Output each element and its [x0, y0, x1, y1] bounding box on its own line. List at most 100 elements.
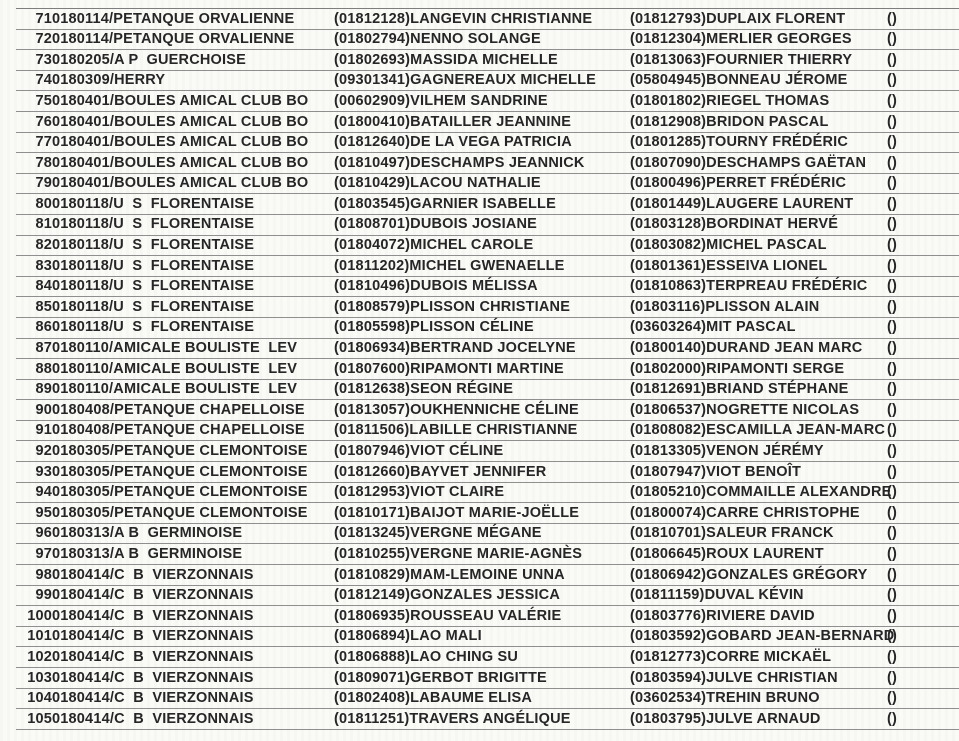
club-cell: 0180118/U S FLORENTAISE [52, 214, 334, 236]
row-number: 83 [16, 255, 52, 277]
empty-parens-cell: () [887, 605, 959, 627]
row-number: 75 [16, 90, 52, 112]
player2-cell: (03603264)MIT PASCAL [630, 317, 887, 339]
table-row: 84 0180118/U S FLORENTAISE (01810496)DUB… [16, 276, 959, 298]
club-cell: 0180305/PETANQUE CLEMONTOISE [52, 482, 334, 504]
empty-parens-cell: () [887, 626, 959, 648]
empty-parens-cell: () [887, 296, 959, 318]
empty-parens-cell: () [887, 276, 959, 298]
table-row: 101 0180414/C B VIERZONNAIS (01806894)LA… [16, 626, 959, 648]
player1-cell: (01800410)BATAILLER JEANNINE [334, 111, 630, 133]
player1-cell: (01812149)GONZALES JESSICA [334, 585, 630, 607]
empty-parens-cell: () [887, 585, 959, 607]
row-number: 81 [16, 214, 52, 236]
empty-parens-cell: () [887, 317, 959, 339]
table-row: 76 0180401/BOULES AMICAL CLUB BO (018004… [16, 111, 959, 133]
empty-parens-cell: () [887, 132, 959, 154]
player1-cell: (01802408)LABAUME ELISA [334, 688, 630, 710]
player2-cell: (01800140)DURAND JEAN MARC [630, 338, 887, 360]
player1-cell: (01811202)MICHEL GWENAELLE [334, 255, 630, 277]
table-row: 93 0180305/PETANQUE CLEMONTOISE (0181266… [16, 461, 959, 483]
table-row: 90 0180408/PETANQUE CHAPELLOISE (0181305… [16, 399, 959, 421]
table-row: 72 0180114/PETANQUE ORVALIENNE (01802794… [16, 29, 959, 51]
row-number: 73 [16, 49, 52, 71]
player2-cell: (01810701)SALEUR FRANCK [630, 523, 887, 545]
player1-cell: (09301341)GAGNEREAUX MICHELLE [334, 70, 630, 92]
club-cell: 0180118/U S FLORENTAISE [52, 235, 334, 257]
club-cell: 0180401/BOULES AMICAL CLUB BO [52, 152, 334, 174]
club-cell: 0180414/C B VIERZONNAIS [52, 688, 334, 710]
club-cell: 0180118/U S FLORENTAISE [52, 296, 334, 318]
empty-parens-cell: () [887, 440, 959, 463]
empty-parens-cell: () [887, 667, 959, 689]
player2-cell: (01803116)PLISSON ALAIN [630, 296, 887, 318]
empty-parens-cell: () [887, 193, 959, 215]
player2-cell: (01806537)NOGRETTE NICOLAS [630, 399, 887, 421]
club-cell: 0180414/C B VIERZONNAIS [52, 667, 334, 689]
row-number: 89 [16, 379, 52, 401]
player1-cell: (01808701)DUBOIS JOSIANE [334, 214, 630, 236]
row-number: 93 [16, 461, 52, 483]
player2-cell: (01812691)BRIAND STÉPHANE [630, 379, 887, 401]
row-number: 74 [16, 70, 52, 92]
table-row: 71 0180114/PETANQUE ORVALIENNE (01812128… [16, 8, 959, 30]
row-number: 99 [16, 585, 52, 607]
player1-cell: (01810829)MAM-LEMOINE UNNA [334, 564, 630, 586]
club-cell: 0180414/C B VIERZONNAIS [52, 585, 334, 607]
empty-parens-cell: () [887, 708, 959, 730]
club-cell: 0180414/C B VIERZONNAIS [52, 626, 334, 648]
player1-cell: (01805598)PLISSON CÉLINE [334, 317, 630, 339]
player1-cell: (01812640)DE LA VEGA PATRICIA [334, 132, 630, 154]
table-row: 77 0180401/BOULES AMICAL CLUB BO (018126… [16, 132, 959, 154]
table-row: 100 0180414/C B VIERZONNAIS (01806935)RO… [16, 605, 959, 627]
row-number: 76 [16, 111, 52, 133]
player1-cell: (01804072)MICHEL CAROLE [334, 235, 630, 257]
row-number: 101 [16, 626, 52, 648]
empty-parens-cell: () [887, 523, 959, 545]
table-row: 98 0180414/C B VIERZONNAIS (01810829)MAM… [16, 564, 959, 586]
player1-cell: (01802794)NENNO SOLANGE [334, 29, 630, 51]
player1-cell: (01813245)VERGNE MÉGANE [334, 523, 630, 545]
player2-cell: (01800074)CARRE CHRISTOPHE [630, 502, 887, 524]
player1-cell: (01806935)ROUSSEAU VALÉRIE [334, 605, 630, 627]
club-cell: 0180313/A B GERMINOISE [52, 523, 334, 545]
player1-cell: (01810171)BAIJOT MARIE-JOËLLE [334, 502, 630, 524]
player1-cell: (01813057)OUKHENNICHE CÉLINE [334, 399, 630, 421]
player2-cell: (01801361)ESSEIVA LIONEL [630, 255, 887, 277]
club-cell: 0180401/BOULES AMICAL CLUB BO [52, 132, 334, 154]
row-number: 95 [16, 502, 52, 524]
club-cell: 0180401/BOULES AMICAL CLUB BO [52, 111, 334, 133]
club-cell: 0180118/U S FLORENTAISE [52, 193, 334, 215]
player1-cell: (01807600)RIPAMONTI MARTINE [334, 358, 630, 380]
table-row: 85 0180118/U S FLORENTAISE (01808579)PLI… [16, 296, 959, 318]
row-number: 85 [16, 296, 52, 318]
player1-cell: (01803545)GARNIER ISABELLE [334, 193, 630, 215]
table-row: 74 0180309/HERRY (09301341)GAGNEREAUX MI… [16, 70, 959, 92]
player2-cell: (05804945)BONNEAU JÉROME [630, 70, 887, 92]
row-number: 102 [16, 646, 52, 668]
player1-cell: (01811506)LABILLE CHRISTIANNE [334, 420, 630, 442]
player2-cell: (01806645)ROUX LAURENT [630, 543, 887, 566]
empty-parens-cell: () [887, 379, 959, 401]
club-cell: 0180110/AMICALE BOULISTE LEV [52, 338, 334, 360]
player2-cell: (01802000)RIPAMONTI SERGE [630, 358, 887, 380]
player2-cell: (01807947)VIOT BENOÎT [630, 461, 887, 483]
row-number: 105 [16, 708, 52, 730]
club-cell: 0180114/PETANQUE ORVALIENNE [52, 8, 334, 30]
empty-parens-cell: () [887, 255, 959, 277]
player1-cell: (01810429)LACOU NATHALIE [334, 173, 630, 195]
empty-parens-cell: () [887, 564, 959, 586]
row-number: 87 [16, 338, 52, 360]
club-cell: 0180305/PETANQUE CLEMONTOISE [52, 440, 334, 463]
empty-parens-cell: () [887, 8, 959, 30]
club-cell: 0180114/PETANQUE ORVALIENNE [52, 29, 334, 51]
player2-cell: (01812793)DUPLAIX FLORENT [630, 8, 887, 30]
club-cell: 0180414/C B VIERZONNAIS [52, 605, 334, 627]
club-cell: 0180305/PETANQUE CLEMONTOISE [52, 502, 334, 524]
player2-cell: (01805210)COMMAILLE ALEXANDRE [630, 482, 891, 504]
player1-cell: (01806888)LAO CHING SU [334, 646, 630, 668]
empty-parens-cell: () [887, 646, 959, 668]
player1-cell: (01807946)VIOT CÉLINE [334, 440, 630, 463]
table-row: 75 0180401/BOULES AMICAL CLUB BO (006029… [16, 90, 959, 112]
empty-parens-cell: () [887, 688, 959, 710]
